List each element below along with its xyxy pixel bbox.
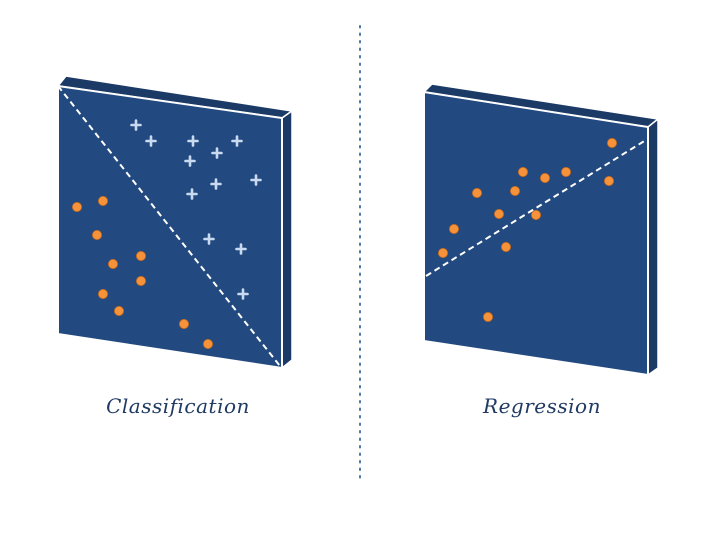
- plus-sign-icon: [203, 233, 215, 245]
- regression-fit-line: [425, 139, 647, 277]
- orange-dot-icon: [98, 195, 109, 206]
- orange-dot-icon: [493, 208, 504, 219]
- regression-circle-points: [437, 137, 618, 322]
- orange-dot-icon: [135, 250, 146, 261]
- classification-panel-side-edge: [281, 109, 293, 370]
- orange-dot-icon: [72, 201, 83, 212]
- orange-dot-icon: [531, 209, 542, 220]
- plus-sign-icon: [130, 119, 142, 131]
- classification-panel: [56, 75, 294, 370]
- orange-dot-icon: [604, 175, 615, 186]
- regression-label: Regression: [483, 394, 601, 418]
- classification-plus-points: [130, 119, 262, 300]
- regression-panel-side-edge: [647, 117, 659, 377]
- orange-dot-icon: [509, 185, 520, 196]
- plus-sign-icon: [235, 243, 247, 255]
- plus-sign-icon: [250, 174, 262, 186]
- orange-dot-icon: [540, 172, 551, 183]
- plus-sign-icon: [184, 155, 196, 167]
- orange-dot-icon: [135, 275, 146, 286]
- plus-sign-icon: [145, 135, 157, 147]
- orange-dot-icon: [471, 187, 482, 198]
- orange-dot-icon: [108, 258, 119, 269]
- regression-panel-face: [423, 90, 649, 377]
- orange-dot-icon: [561, 166, 572, 177]
- plus-sign-icon: [187, 135, 199, 147]
- orange-dot-icon: [607, 137, 618, 148]
- orange-dot-icon: [437, 247, 448, 258]
- orange-dot-icon: [482, 311, 493, 322]
- orange-dot-icon: [518, 166, 529, 177]
- plus-sign-icon: [186, 188, 198, 200]
- plus-sign-icon: [211, 147, 223, 159]
- regression-panel: [422, 83, 660, 377]
- plus-sign-icon: [210, 178, 222, 190]
- orange-dot-icon: [202, 338, 213, 349]
- orange-dot-icon: [114, 305, 125, 316]
- plus-sign-icon: [237, 288, 249, 300]
- orange-dot-icon: [92, 229, 103, 240]
- plus-sign-icon: [231, 135, 243, 147]
- orange-dot-icon: [178, 318, 189, 329]
- orange-dot-icon: [448, 223, 459, 234]
- classification-circle-points: [72, 195, 213, 349]
- classification-label: Classification: [106, 394, 250, 418]
- orange-dot-icon: [98, 288, 109, 299]
- orange-dot-icon: [500, 241, 511, 252]
